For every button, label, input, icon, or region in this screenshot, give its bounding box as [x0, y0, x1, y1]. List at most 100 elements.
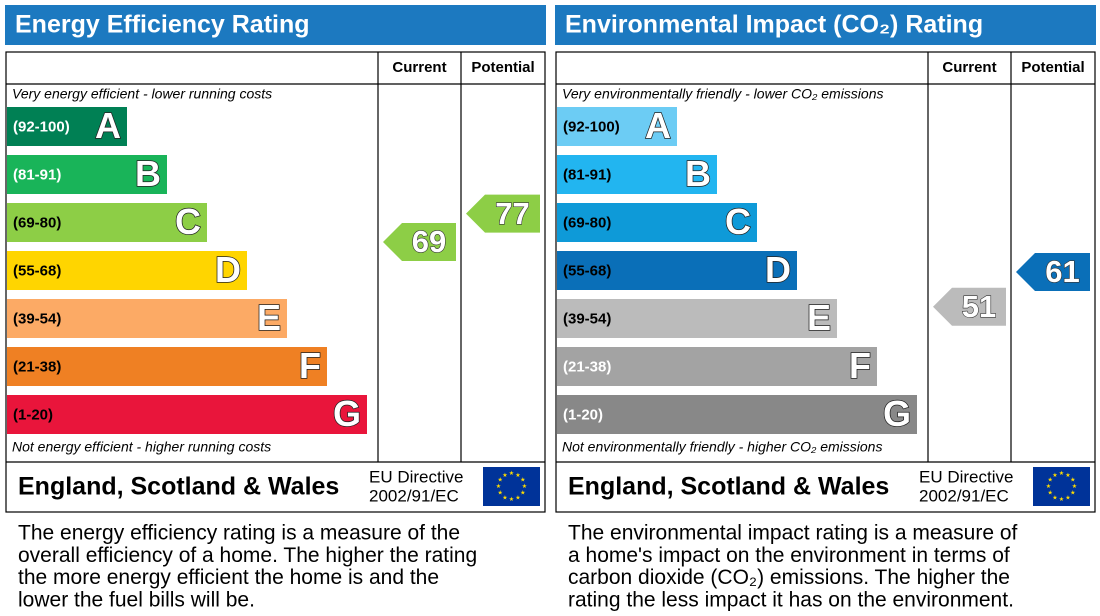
top-note: Very environmentally friendly - lower CO…	[562, 86, 883, 102]
eu-star: ★	[1072, 483, 1077, 490]
band-letter: C	[725, 201, 751, 242]
description-line: the more energy efficient the home is an…	[18, 566, 439, 589]
rating-band	[557, 299, 837, 338]
eu-star: ★	[502, 472, 507, 479]
eu-flag	[1033, 467, 1090, 506]
band-letter: F	[849, 345, 871, 386]
eu-star: ★	[1052, 472, 1057, 479]
rating-arrow	[1016, 253, 1090, 291]
rating-value: 77	[495, 196, 529, 231]
band-range: (55-68)	[563, 262, 611, 279]
eu-star: ★	[1048, 490, 1053, 497]
eu-star: ★	[509, 496, 514, 503]
eu-star: ★	[1065, 494, 1070, 501]
panel-title: Energy Efficiency Rating	[15, 11, 310, 39]
band-letter: D	[215, 249, 241, 290]
band-range: (21-38)	[563, 358, 611, 375]
rating-band	[7, 251, 247, 290]
rating-band	[7, 299, 287, 338]
band-letter: A	[645, 105, 671, 146]
band-range: (39-54)	[563, 310, 611, 327]
directive: EU Directive	[369, 467, 463, 486]
description-line: The environmental impact rating is a mea…	[568, 522, 1018, 545]
eu-star: ★	[1046, 483, 1051, 490]
eu-star: ★	[496, 483, 501, 490]
region: England, Scotland & Wales	[568, 473, 889, 501]
rating-value: 69	[412, 224, 446, 259]
band-range: (92-100)	[13, 118, 70, 135]
band-letter: G	[333, 393, 361, 434]
band-letter: E	[257, 297, 281, 338]
directive: 2002/91/EC	[369, 486, 459, 505]
description-line: The energy efficiency rating is a measur…	[18, 522, 460, 545]
rating-band	[557, 347, 877, 386]
description-line: lower the fuel bills will be.	[18, 588, 255, 611]
rating-band	[557, 251, 797, 290]
panel-title: Environmental Impact (CO₂) Rating	[565, 11, 983, 39]
directive: EU Directive	[919, 467, 1013, 486]
rating-value: 51	[962, 289, 996, 324]
bottom-note: Not energy efficient - higher running co…	[12, 439, 271, 455]
rating-arrow	[383, 223, 456, 261]
band-letter: F	[299, 345, 321, 386]
band-letter: A	[95, 105, 121, 146]
band-letter: B	[685, 153, 711, 194]
rating-band	[557, 203, 757, 242]
band-range: (39-54)	[13, 310, 61, 327]
band-letter: B	[135, 153, 161, 194]
eu-flag	[483, 467, 540, 506]
eu-star: ★	[522, 483, 527, 490]
description-line: overall efficiency of a home. The higher…	[18, 544, 477, 567]
rating-band	[7, 107, 127, 146]
band-letter: D	[765, 249, 791, 290]
eu-star: ★	[509, 470, 514, 477]
column-header: Current	[942, 59, 996, 76]
eu-star: ★	[1070, 490, 1075, 497]
rating-arrow	[933, 287, 1006, 326]
eu-star: ★	[520, 477, 525, 484]
rating-band	[557, 155, 717, 194]
rating-band	[557, 107, 677, 146]
header-bar	[555, 5, 1096, 45]
rating-band	[7, 203, 207, 242]
rating-value: 61	[1045, 254, 1079, 289]
top-note: Very energy efficient - lower running co…	[12, 86, 272, 102]
rating-band	[7, 347, 327, 386]
column-header: Current	[392, 59, 446, 76]
band-range: (21-38)	[13, 358, 61, 375]
rating-arrow	[466, 194, 540, 233]
band-range: (69-80)	[563, 214, 611, 231]
band-range: (92-100)	[563, 118, 620, 135]
band-range: (1-20)	[13, 406, 53, 423]
column-header: Potential	[471, 59, 534, 76]
directive: 2002/91/EC	[919, 486, 1009, 505]
band-letter: C	[175, 201, 201, 242]
eu-star: ★	[1065, 472, 1070, 479]
band-range: (1-20)	[563, 406, 603, 423]
eu-star: ★	[498, 490, 503, 497]
description-line: carbon dioxide (CO₂) emissions. The high…	[568, 566, 1010, 589]
description-line: rating the less impact it has on the env…	[568, 588, 1014, 611]
rating-band	[7, 155, 167, 194]
bottom-note: Not environmentally friendly - higher CO…	[562, 439, 882, 455]
eu-star: ★	[515, 494, 520, 501]
eu-star: ★	[1059, 470, 1064, 477]
eu-star: ★	[520, 490, 525, 497]
eu-star: ★	[1070, 477, 1075, 484]
header-bar	[5, 5, 546, 45]
eu-star: ★	[498, 477, 503, 484]
band-letter: E	[807, 297, 831, 338]
band-letter: G	[883, 393, 911, 434]
eu-star: ★	[1059, 496, 1064, 503]
band-range: (55-68)	[13, 262, 61, 279]
eu-star: ★	[1048, 477, 1053, 484]
rating-band	[557, 395, 917, 434]
description-line: a home's impact on the environment in te…	[568, 544, 1010, 567]
eu-star: ★	[502, 494, 507, 501]
eu-star: ★	[1052, 494, 1057, 501]
band-range: (81-91)	[563, 166, 611, 183]
column-header: Potential	[1021, 59, 1084, 76]
rating-band	[7, 395, 367, 434]
